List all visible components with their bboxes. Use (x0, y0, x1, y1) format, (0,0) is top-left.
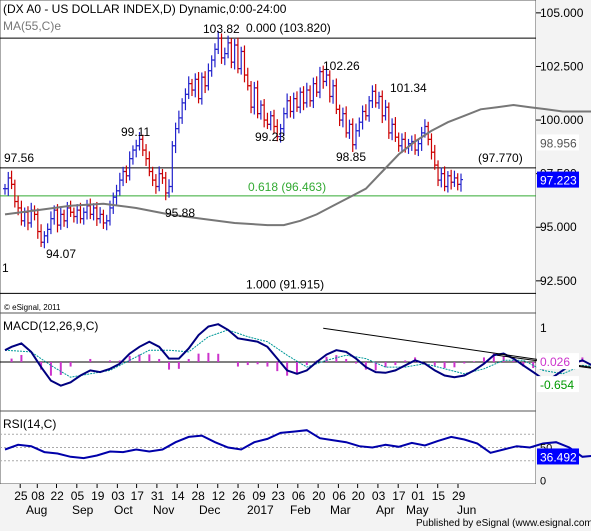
resistance-left-label: 97.56 (4, 151, 34, 165)
fib-levels (0, 37, 536, 294)
price-annotation: 103.82 (203, 22, 240, 36)
x-month-label: Dec (199, 503, 220, 517)
fib-label: 0.618 (96.463) (248, 180, 326, 194)
x-tick-label: 01 (411, 489, 425, 503)
published-text: Published by eSignal (www.esignal.com) (416, 518, 591, 529)
price-bars (3, 30, 463, 249)
ma-line (4, 103, 591, 227)
copyright-text: © eSignal, 2011 (4, 303, 61, 312)
x-tick-label: 29 (452, 489, 466, 503)
price-annotation: 99.11 (121, 125, 150, 139)
macd-trendline (323, 327, 591, 368)
macd-lines (0, 323, 591, 387)
x-tick-label: 17 (131, 489, 145, 503)
x-month-label: Feb (290, 503, 311, 517)
x-tick-label: 03 (111, 489, 125, 503)
ma-last-value-bg (537, 134, 579, 151)
rsi-title: RSI(14,C) (3, 417, 56, 431)
x-tick-label: 20 (352, 489, 366, 503)
macd-tick-label: 1 (540, 321, 547, 335)
x-month-label: Sep (72, 503, 94, 517)
x-tick-label: 17 (392, 489, 406, 503)
y-tick-label: 102.500 (540, 59, 584, 73)
x-month-label: Oct (114, 503, 133, 517)
x-tick-label: 23 (272, 489, 286, 503)
y-tick-label: 105.000 (540, 6, 584, 20)
x-tick-label: 20 (312, 489, 326, 503)
macd-trendline (497, 354, 591, 369)
x-tick-label: 31 (151, 489, 165, 503)
chart-title: (DX A0 - US DOLLAR INDEX,D) Dynamic,0:00… (3, 2, 287, 16)
price-pane[interactable] (0, 0, 537, 314)
x-tick-label: 05 (71, 489, 85, 503)
price-annotation: 94.07 (46, 247, 76, 261)
rsi-last-value: 36.492 (540, 450, 577, 464)
macd-signal-last-bg (537, 353, 579, 370)
x-tick-label: 03 (372, 489, 386, 503)
annotations: (97.770) 97.56 0.000 (103.820) 0.618 (96.46… (2, 21, 523, 291)
x-tick-label: 06 (332, 489, 346, 503)
fib-label: 1.000 (91.915) (246, 277, 324, 291)
x-tick-label: 08 (31, 489, 45, 503)
x-tick-label: 09 (252, 489, 266, 503)
x-tick-label: 25 (14, 489, 28, 503)
x-tick-label: 26 (232, 489, 246, 503)
y-tick-label: 100.000 (540, 113, 584, 127)
x-tick-label: 28 (191, 489, 205, 503)
macd-last: -0.654 (540, 378, 574, 392)
x-tick-label: 19 (91, 489, 105, 503)
price-annotation: 95.88 (165, 206, 195, 220)
close-last-value: 97.223 (540, 174, 577, 188)
macd-line (4, 323, 591, 387)
x-month-label: Mar (330, 503, 351, 517)
x-month-label: 2017 (247, 503, 274, 517)
x-tick-label: 22 (51, 489, 65, 503)
x-month-label: May (406, 503, 429, 517)
x-month-label: Apr (376, 503, 395, 517)
macd-signal-line (4, 329, 591, 378)
close-last-value-bg (537, 171, 579, 188)
price-annotation: 98.85 (336, 150, 366, 164)
macd-signal-last: 0.026 (540, 355, 570, 369)
ma-label: MA(55,C)e (3, 19, 61, 33)
macd-title: MACD(12,26,9,C) (3, 319, 98, 333)
macd-last-bg (537, 376, 579, 393)
fib-label: 0.000 (103.820) (246, 21, 331, 35)
gridlines (0, 433, 536, 462)
x-axis-area (0, 484, 536, 531)
resistance-label: (97.770) (478, 151, 523, 165)
price-annotation: 99.23 (255, 130, 285, 144)
x-month-label: Jun (457, 503, 476, 517)
x-tick-label: 12 (212, 489, 226, 503)
x-tick-label: 15 (432, 489, 446, 503)
x-tick-label: 06 (292, 489, 306, 503)
x-month-label: Aug (26, 503, 47, 517)
y-tick-label: 92.500 (540, 274, 577, 288)
rsi-last-value-bg (537, 448, 579, 465)
rsi-tick-label: 0 (540, 476, 546, 488)
price-annotation: 102.26 (323, 59, 360, 73)
x-tick-label: 14 (171, 489, 185, 503)
x-month-label: Nov (153, 503, 174, 517)
price-annotation: 1 (2, 261, 9, 275)
price-annotation: 101.34 (390, 81, 427, 95)
y-tick-label: 95.000 (540, 220, 577, 234)
ma-last-value: 98.956 (540, 136, 577, 150)
moving-average (4, 103, 591, 227)
axes: 105.000102.500100.00097.50095.00092.5009… (14, 6, 583, 517)
